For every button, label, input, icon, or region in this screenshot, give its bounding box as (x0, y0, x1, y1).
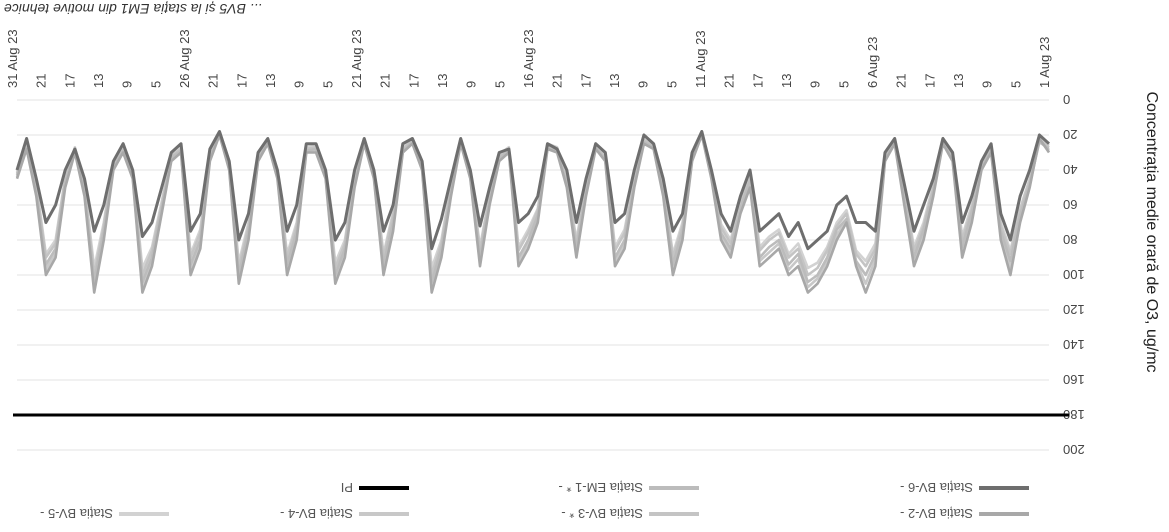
top-caption: ... BV5 și la stația EM1 din motive tehn… (4, 1, 262, 17)
x-hour-label: 21 (550, 74, 565, 88)
x-hour-label: 17 (750, 74, 765, 88)
x-hour-label: 9 (292, 81, 307, 88)
legend-label: PI (341, 480, 353, 495)
series-line (15, 133, 1050, 284)
x-hour-label: 9 (464, 81, 479, 88)
x-hour-label: 21 (894, 74, 909, 88)
x-hour-label: 9 (980, 81, 995, 88)
y-tick-label: 0 (1063, 92, 1070, 107)
x-hour-label: 9 (808, 81, 823, 88)
x-hour-label: 13 (91, 74, 106, 88)
x-hour-label: 13 (607, 74, 622, 88)
x-hour-label: 5 (1008, 81, 1023, 88)
x-hour-label: 17 (578, 74, 593, 88)
x-hour-label: 5 (836, 81, 851, 88)
x-date-label: 31 Aug 23 (5, 29, 20, 88)
x-hour-label: 17 (406, 74, 421, 88)
x-hour-label: 13 (435, 74, 450, 88)
legend-label: Stația BV-4 - (280, 506, 353, 521)
y-tick-label: 40 (1063, 162, 1077, 177)
x-hour-label: 5 (492, 81, 507, 88)
x-date-label: 16 Aug 23 (521, 29, 536, 88)
y-tick-label: 180 (1063, 407, 1085, 422)
y-axis-label: Concentrația medie orară de O3, ug/mc (1143, 91, 1160, 372)
legend-label: Stația BV-5 - (40, 506, 113, 521)
y-tick-label: 200 (1063, 442, 1085, 457)
series-line (15, 133, 1051, 294)
x-hour-label: 9 (120, 81, 135, 88)
x-hour-label: 17 (922, 74, 937, 88)
x-date-label: 1 Aug 23 (1037, 37, 1052, 88)
x-date-label: 21 Aug 23 (349, 29, 364, 88)
x-hour-label: 13 (951, 74, 966, 88)
legend-label: Stația BV-2 - (900, 506, 973, 521)
y-tick-label: 140 (1063, 337, 1085, 352)
x-date-label: 11 Aug 23 (693, 30, 708, 88)
x-hour-label: 5 (320, 81, 335, 88)
x-hour-label: 21 (34, 74, 49, 88)
y-tick-label: 60 (1063, 197, 1077, 212)
x-hour-label: 5 (148, 81, 163, 88)
y-tick-label: 80 (1063, 232, 1077, 247)
y-tick-label: 20 (1063, 127, 1077, 142)
x-hour-label: 13 (263, 74, 278, 88)
x-hour-label: 17 (234, 74, 249, 88)
x-date-label: 26 Aug 23 (177, 29, 192, 88)
x-hour-label: 9 (636, 81, 651, 88)
x-date-label: 6 Aug 23 (865, 37, 880, 88)
y-tick-label: 100 (1063, 267, 1085, 282)
legend-label: Stația BV-3 * - (561, 506, 643, 521)
legend-label: Stația EM-1 * - (558, 480, 643, 495)
x-hour-label: 13 (779, 74, 794, 88)
y-tick-label: 160 (1063, 372, 1085, 387)
x-hour-label: 21 (206, 74, 221, 88)
x-hour-label: 5 (664, 81, 679, 88)
series-line (15, 130, 1051, 251)
legend-label: Stația BV-6 - (900, 480, 973, 495)
x-hour-label: 21 (722, 74, 737, 88)
x-hour-label: 17 (62, 74, 77, 88)
y-tick-label: 120 (1063, 302, 1085, 317)
x-hour-label: 21 (378, 74, 393, 88)
